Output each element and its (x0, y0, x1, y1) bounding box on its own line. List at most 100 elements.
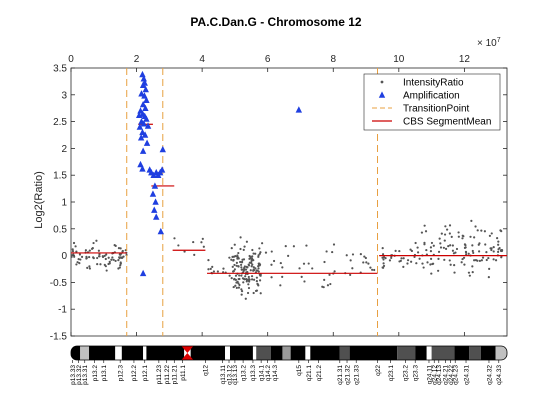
intensity-point (437, 269, 440, 272)
intensity-point (242, 248, 245, 251)
intensity-point (478, 250, 481, 253)
intensity-point (351, 253, 355, 256)
intensity-point (281, 266, 284, 269)
ideogram-outline (70, 345, 508, 361)
intensity-point (236, 280, 239, 283)
intensity-point (367, 262, 370, 265)
intensity-point (388, 259, 392, 262)
intensity-point (492, 246, 495, 249)
amplification-point (139, 147, 147, 154)
intensity-point (238, 274, 241, 277)
intensity-point (72, 253, 75, 256)
intensity-point (244, 275, 247, 278)
ideogram-band-block (480, 346, 496, 360)
intensity-point (257, 267, 260, 270)
intensity-point (300, 275, 303, 279)
intensity-point (114, 244, 117, 248)
x-tick-label: 4 (199, 54, 205, 65)
intensity-point (250, 257, 254, 260)
band-label: q14.3 (272, 365, 279, 382)
intensity-point (426, 261, 429, 264)
intensity-point (231, 265, 234, 268)
amplification-point (151, 206, 158, 213)
intensity-point (96, 256, 99, 260)
intensity-point (369, 266, 372, 269)
band-label: q24.33 (496, 365, 503, 385)
intensity-point (448, 224, 452, 227)
intensity-point (449, 244, 452, 247)
amplification-point (140, 120, 147, 127)
intensity-point (284, 245, 287, 248)
intensity-point (457, 235, 460, 238)
intensity-point (247, 283, 250, 286)
intensity-point (177, 244, 180, 247)
ideogram-band-block (431, 346, 455, 360)
intensity-point (322, 286, 325, 289)
band-label: p13.2 (92, 365, 99, 382)
intensity-point (437, 250, 441, 253)
ideogram-band-block (454, 346, 470, 360)
intensity-point (88, 267, 92, 270)
intensity-point (449, 263, 452, 266)
intensity-point (110, 258, 113, 261)
intensity-point (365, 261, 368, 264)
intensity-point (76, 261, 79, 264)
intensity-point (359, 253, 362, 256)
intensity-point (80, 255, 84, 258)
amplification-point (139, 269, 147, 277)
intensity-point (464, 251, 468, 254)
intensity-point (461, 257, 464, 261)
intensity-point (232, 285, 235, 289)
intensity-point (245, 278, 248, 281)
intensity-point (85, 257, 88, 260)
intensity-point (88, 255, 91, 259)
intensity-point (351, 267, 354, 270)
ideogram-band-block (146, 346, 185, 360)
intensity-point (414, 241, 417, 245)
intensity-point (462, 256, 466, 259)
intensity-point (243, 245, 246, 248)
intensity-point (211, 265, 214, 269)
amplification-point (139, 81, 147, 88)
intensity-point (384, 257, 387, 260)
band-label: q14.1 (258, 365, 265, 382)
intensity-point (471, 265, 474, 268)
amplification-point (152, 198, 159, 205)
intensity-point (237, 265, 240, 268)
band-label: q13.13 (232, 365, 239, 385)
ideogram-band-block (397, 346, 416, 360)
intensity-point (247, 286, 251, 290)
intensity-point (85, 255, 88, 258)
intensity-point (254, 252, 257, 255)
intensity-point (381, 247, 384, 250)
intensity-point (406, 262, 409, 265)
intensity-point (233, 263, 236, 267)
intensity-point (212, 270, 215, 273)
ideogram-band-block (305, 346, 311, 360)
band-label: q15 (296, 365, 303, 376)
x-tick-label: 6 (265, 54, 271, 65)
intensity-point (472, 251, 475, 255)
intensity-point (443, 258, 446, 261)
intensity-point (270, 250, 273, 253)
intensity-point (425, 248, 428, 252)
intensity-point (500, 230, 503, 233)
amplification-point (139, 70, 146, 78)
intensity-point (91, 247, 94, 250)
intensity-point (473, 259, 476, 262)
intensity-point (270, 263, 273, 266)
intensity-point (453, 271, 456, 274)
intensity-point (98, 253, 101, 256)
intensity-point (259, 292, 262, 295)
legend-label: IntensityRatio (403, 78, 464, 89)
intensity-point (239, 260, 242, 264)
intensity-point (256, 282, 259, 286)
intensity-point (74, 245, 77, 248)
ideogram-band-block (252, 346, 257, 360)
intensity-point (245, 240, 248, 243)
intensity-point (467, 252, 470, 255)
band-label: q24.12 (432, 365, 439, 385)
intensity-point (345, 254, 348, 257)
intensity-point (240, 268, 243, 271)
intensity-point (446, 228, 449, 231)
